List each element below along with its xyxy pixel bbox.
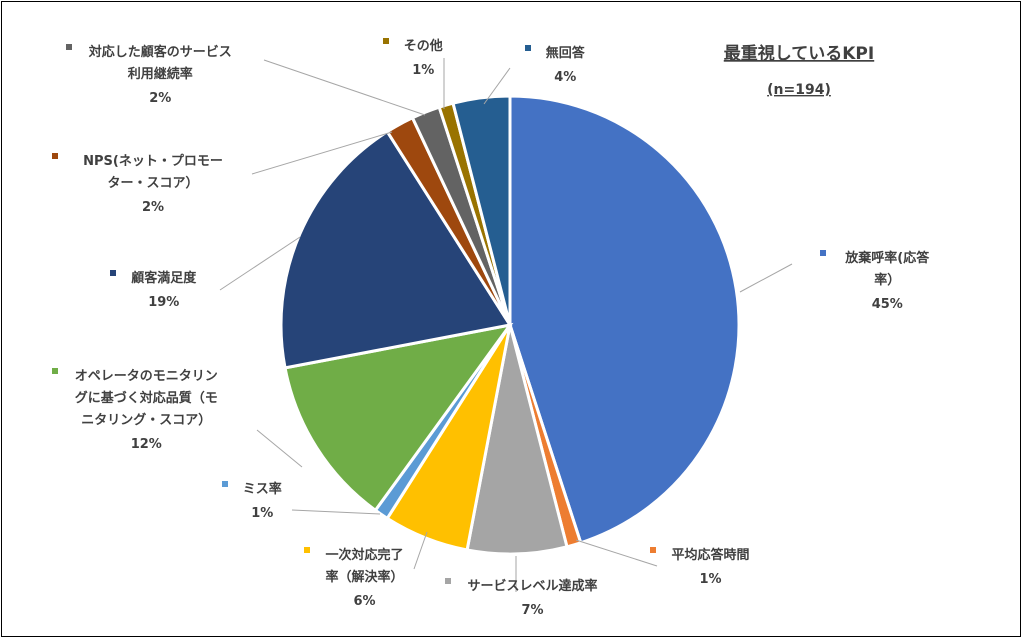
- slice-percent-9: 2%: [149, 91, 171, 106]
- label-marker-4: [304, 547, 310, 553]
- leader-line-4: [413, 531, 428, 570]
- slice-percent-6: 12%: [131, 437, 162, 452]
- slice-label-6-line-1: オペレータのモニタリン: [75, 369, 218, 384]
- label-marker-6: [52, 368, 58, 374]
- slice-percent-11: 4%: [554, 70, 576, 85]
- slice-label-3-line-1: サービスレベル達成率: [467, 578, 597, 594]
- slice-percent-3: 7%: [521, 603, 543, 618]
- slice-label-10-line-1: その他: [404, 38, 443, 54]
- slice-label-8-line-1: NPS(ネット・プロモー: [83, 154, 223, 169]
- label-marker-10: [383, 38, 389, 44]
- chart-title: 最重視しているKPI: [724, 43, 874, 64]
- leader-line-11: [483, 67, 511, 105]
- data-labels: 放棄呼率(応答率） 45% 平均応答時間 1% サービスレベル達成率 7% 一次対応完了率（…: [52, 38, 930, 618]
- slice-label-6-line-3: ニタリング・スコア）: [81, 412, 211, 428]
- slice-percent-1: 45%: [872, 297, 903, 312]
- slice-label-7-line-1: 顧客満足度: [131, 270, 197, 286]
- slice-label-5-line-1: ミス率: [243, 481, 282, 497]
- slice-label-9-line-2: 利用継続率: [128, 66, 193, 82]
- slice-percent-10: 1%: [412, 63, 434, 78]
- label-marker-9: [66, 44, 72, 50]
- leader-line-9: [263, 59, 426, 116]
- label-marker-7: [110, 270, 116, 276]
- slice-label-9-line-1: 対応した顧客のサービス: [88, 44, 232, 60]
- slice-percent-5: 1%: [251, 506, 273, 521]
- leader-line-8: [251, 131, 393, 175]
- slice-label-8-line-2: ター・スコア）: [107, 175, 198, 191]
- chart-subtitle: (n=194): [767, 82, 831, 98]
- leader-line-5: [291, 509, 381, 515]
- leader-line-2: [575, 539, 658, 567]
- leader-line-6: [256, 429, 303, 468]
- pie-slices: [279, 94, 741, 556]
- pie-slice-6: [283, 322, 514, 513]
- label-marker-8: [52, 153, 58, 159]
- slice-percent-8: 2%: [142, 200, 164, 215]
- slice-percent-4: 6%: [353, 594, 375, 609]
- label-marker-11: [525, 45, 531, 51]
- pie-slice-11: [451, 94, 512, 326]
- pie-slice-1: [508, 94, 741, 545]
- label-marker-2: [650, 547, 656, 553]
- leader-line-7: [219, 236, 301, 291]
- slice-label-1-line-1: 放棄呼率(応答: [844, 250, 930, 266]
- slice-label-4-line-1: 一次対応完了: [325, 547, 403, 563]
- leader-line-1: [739, 263, 793, 293]
- slice-percent-2: 1%: [699, 572, 721, 587]
- slice-percent-7: 19%: [148, 295, 179, 310]
- label-marker-5: [222, 481, 228, 487]
- slice-label-1-line-2: 率）: [874, 272, 900, 288]
- slice-label-6-line-2: グに基づく対応品質（モ: [75, 390, 218, 406]
- label-marker-3: [445, 578, 451, 584]
- pie-slice-7: [279, 129, 513, 370]
- slice-label-2-line-1: 平均応答時間: [671, 547, 749, 563]
- slice-label-11-line-1: 無回答: [546, 45, 586, 61]
- leader-lines: [219, 58, 793, 592]
- slice-label-4-line-2: 率（解決率）: [325, 569, 403, 585]
- label-marker-1: [820, 250, 826, 256]
